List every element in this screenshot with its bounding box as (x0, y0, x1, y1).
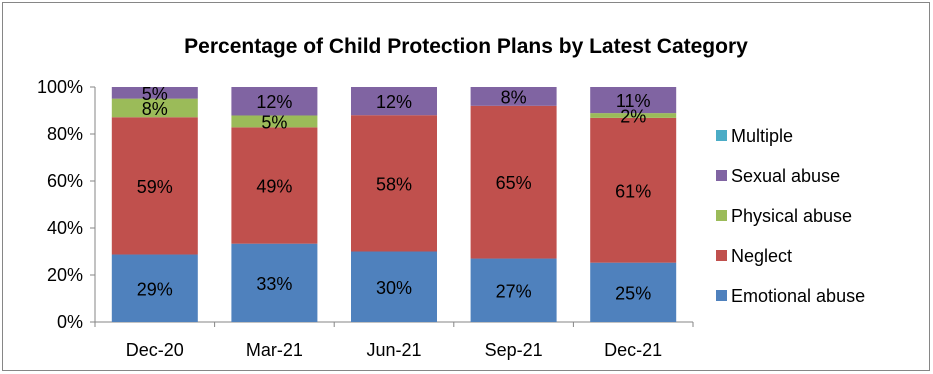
stacked-bar-chart: Percentage of Child Protection Plans by … (37, 35, 865, 360)
bar-segment-neglect (231, 127, 318, 244)
bars (111, 87, 677, 322)
x-tick-label: Dec-20 (126, 340, 184, 360)
x-tick-label: Sep-21 (485, 340, 543, 360)
bar-segment-physical-abuse (111, 98, 198, 118)
bar-segment-emotional-abuse (111, 254, 198, 322)
bar-segment-sexual-abuse (111, 87, 198, 99)
bar-segment-neglect (590, 117, 677, 263)
data-label: 65% (496, 173, 532, 193)
data-label: 49% (256, 177, 292, 197)
bar-segment-emotional-abuse (231, 243, 318, 322)
bar-segment-sexual-abuse (231, 87, 318, 116)
data-label: 8% (501, 87, 527, 107)
data-label: 29% (137, 279, 173, 299)
legend-swatch (716, 250, 727, 261)
bar-segment-sexual-abuse (590, 87, 677, 114)
legend-label: Physical abuse (731, 206, 852, 226)
data-label: 58% (376, 174, 412, 194)
legend: Multiple Sexual abuse Physical abuse Neglec… (716, 126, 865, 306)
bar-segment-neglect (351, 115, 437, 252)
y-tick-label: 20% (47, 265, 83, 285)
data-label: 2% (620, 106, 646, 126)
legend-label: Neglect (731, 246, 792, 266)
bar-segment-emotional-abuse (470, 258, 557, 322)
bar-segment-neglect (111, 117, 198, 255)
y-tick-label: 100% (37, 77, 83, 97)
data-label: 5% (261, 112, 287, 132)
y-tick-label: 40% (47, 218, 83, 238)
y-tick-label: 80% (47, 124, 83, 144)
data-label: 30% (376, 278, 412, 298)
legend-swatch (716, 130, 727, 141)
bar-segment-emotional-abuse (351, 251, 437, 322)
data-label: 25% (615, 283, 651, 303)
axes: 0% 20% 40% 60% 80% 100% Dec-20 Mar-21 Jun-21 Sep-… (37, 77, 694, 360)
data-label: 11% (616, 91, 651, 111)
bar-segment-physical-abuse (231, 115, 318, 128)
legend-swatch (716, 290, 727, 301)
legend-swatch (716, 210, 727, 221)
data-label: 59% (137, 177, 173, 197)
bar-segment-sexual-abuse (351, 87, 437, 116)
bar-segment-emotional-abuse (590, 262, 677, 322)
y-tick-label: 60% (47, 171, 83, 191)
legend-label: Sexual abuse (731, 166, 840, 186)
legend-label: Emotional abuse (731, 286, 865, 306)
data-label: 33% (256, 274, 292, 294)
bar-segment-physical-abuse (590, 113, 677, 118)
segment-labels: 29%59%8%5%33%49%5%12%30%58%12%27%65%8%25… (137, 84, 651, 304)
bar-segment-sexual-abuse (470, 87, 557, 106)
x-tick-label: Mar-21 (246, 340, 303, 360)
data-label: 12% (376, 92, 412, 112)
data-label: 12% (256, 92, 292, 112)
y-tick-label: 0% (57, 312, 83, 332)
data-label: 61% (615, 181, 651, 201)
data-label: 27% (496, 281, 532, 301)
x-tick-label: Jun-21 (366, 340, 421, 360)
legend-swatch (716, 170, 727, 181)
x-tick-label: Dec-21 (604, 340, 662, 360)
legend-label: Multiple (731, 126, 793, 146)
chart-title: Percentage of Child Protection Plans by … (184, 35, 748, 58)
data-label: 8% (142, 99, 168, 119)
bar-segment-neglect (470, 105, 557, 259)
data-label: 5% (142, 84, 168, 104)
